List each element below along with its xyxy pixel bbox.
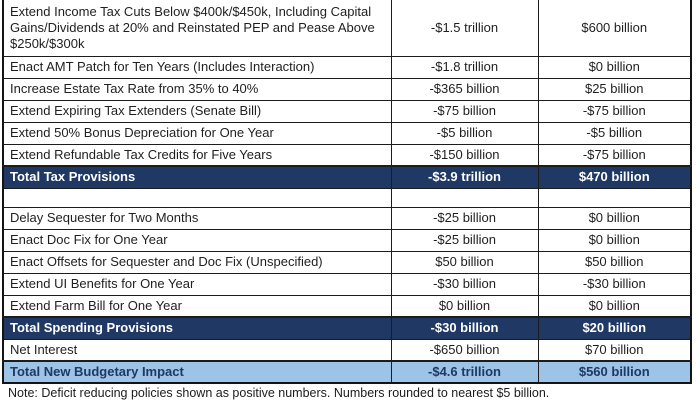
table-row: Extend 50% Bonus Depreciation for One Ye… xyxy=(2,121,692,145)
budget-impact-table: Extend Income Tax Cuts Below $400k/$450k… xyxy=(2,0,692,384)
ten-year-cost-cell: -$1.8 trillion xyxy=(390,55,539,79)
vs-current-law-cell: $0 billion xyxy=(537,228,692,252)
ten-year-cost-cell: -$3.9 trillion xyxy=(390,165,539,189)
spacer-row xyxy=(2,187,692,208)
vs-current-law-cell: $70 billion xyxy=(537,338,692,362)
vs-current-law-cell: $560 billion xyxy=(537,360,692,384)
policy-cell: Net Interest xyxy=(2,338,392,362)
policy-cell: Enact Offsets for Sequester and Doc Fix … xyxy=(2,250,392,274)
table-row: Enact AMT Patch for Ten Years (Includes … xyxy=(2,55,692,79)
table-row: Total Spending Provisions -$30 billion $20… xyxy=(2,316,692,340)
policy-cell: Enact Doc Fix for One Year xyxy=(2,228,392,252)
table-row: Total Tax Provisions -$3.9 trillion $470 b… xyxy=(2,165,692,189)
table-row: Enact Offsets for Sequester and Doc Fix … xyxy=(2,250,692,274)
table-row: Extend UI Benefits for One Year -$30 bill… xyxy=(2,272,692,296)
policy-cell: Extend UI Benefits for One Year xyxy=(2,272,392,296)
table-row: Extend Refundable Tax Credits for Five Y… xyxy=(2,143,692,167)
vs-current-law-cell: $0 billion xyxy=(537,206,692,230)
vs-current-law-cell: -$75 billion xyxy=(537,99,692,123)
vs-current-law-cell: $50 billion xyxy=(537,250,692,274)
table-row: Total New Budgetary Impact -$4.6 trillion… xyxy=(2,360,692,384)
ten-year-cost-cell: -$25 billion xyxy=(390,228,539,252)
ten-year-cost-cell: -$365 billion xyxy=(390,77,539,101)
ten-year-cost-cell: -$25 billion xyxy=(390,206,539,230)
policy-cell xyxy=(2,187,392,208)
table-row: Extend Income Tax Cuts Below $400k/$450k… xyxy=(2,0,692,57)
vs-current-law-cell: $470 billion xyxy=(537,165,692,189)
ten-year-cost-cell xyxy=(390,187,539,208)
table-row: Increase Estate Tax Rate from 35% to 40%… xyxy=(2,77,692,101)
vs-current-law-cell: $600 billion xyxy=(537,0,692,57)
policy-cell: Extend Expiring Tax Extenders (Senate Bi… xyxy=(2,99,392,123)
vs-current-law-cell: -$75 billion xyxy=(537,143,692,167)
policy-cell: Extend 50% Bonus Depreciation for One Ye… xyxy=(2,121,392,145)
table-row: Extend Expiring Tax Extenders (Senate Bi… xyxy=(2,99,692,123)
ten-year-cost-cell: -$1.5 trillion xyxy=(390,0,539,57)
policy-cell: Extend Refundable Tax Credits for Five Y… xyxy=(2,143,392,167)
ten-year-cost-cell: -$150 billion xyxy=(390,143,539,167)
ten-year-cost-cell: -$4.6 trillion xyxy=(390,360,539,384)
vs-current-law-cell xyxy=(537,187,692,208)
vs-current-law-cell: $0 billion xyxy=(537,55,692,79)
table-row: Enact Doc Fix for One Year -$25 billion $0… xyxy=(2,228,692,252)
policy-cell: Extend Income Tax Cuts Below $400k/$450k… xyxy=(2,0,392,57)
policy-cell: Total Tax Provisions xyxy=(2,165,392,189)
vs-current-law-cell: -$5 billion xyxy=(537,121,692,145)
ten-year-cost-cell: -$30 billion xyxy=(390,316,539,340)
table-row: Extend Farm Bill for One Year $0 billion $… xyxy=(2,294,692,318)
policy-cell: Delay Sequester for Two Months xyxy=(2,206,392,230)
ten-year-cost-cell: $0 billion xyxy=(390,294,539,318)
ten-year-cost-cell: -$650 billion xyxy=(390,338,539,362)
policy-cell: Increase Estate Tax Rate from 35% to 40% xyxy=(2,77,392,101)
vs-current-law-cell: $0 billion xyxy=(537,294,692,318)
vs-current-law-cell: $25 billion xyxy=(537,77,692,101)
table-row: Delay Sequester for Two Months -$25 billi… xyxy=(2,206,692,230)
table-row: Net Interest -$650 billion $70 billion xyxy=(2,338,692,362)
policy-cell: Extend Farm Bill for One Year xyxy=(2,294,392,318)
policy-cell: Enact AMT Patch for Ten Years (Includes … xyxy=(2,55,392,79)
policy-cell: Total New Budgetary Impact xyxy=(2,360,392,384)
vs-current-law-cell: $20 billion xyxy=(537,316,692,340)
policy-cell: Total Spending Provisions xyxy=(2,316,392,340)
ten-year-cost-cell: -$5 billion xyxy=(390,121,539,145)
table-note: Note: Deficit reducing policies shown as… xyxy=(8,386,550,400)
ten-year-cost-cell: -$30 billion xyxy=(390,272,539,296)
ten-year-cost-cell: $50 billion xyxy=(390,250,539,274)
vs-current-law-cell: -$30 billion xyxy=(537,272,692,296)
ten-year-cost-cell: -$75 billion xyxy=(390,99,539,123)
table-body: Extend Income Tax Cuts Below $400k/$450k… xyxy=(2,0,692,384)
